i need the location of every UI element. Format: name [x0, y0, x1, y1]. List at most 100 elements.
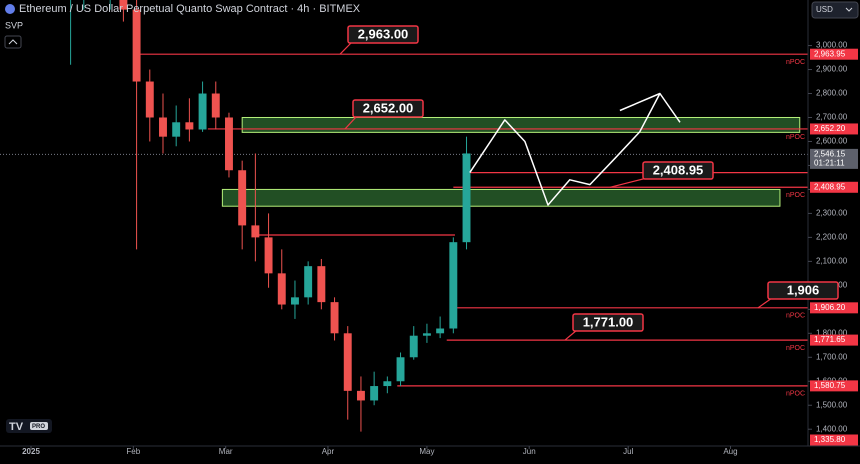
price-tag-bg: [810, 181, 858, 193]
candle-body: [330, 302, 339, 334]
supply-demand-zone: [241, 116, 801, 133]
npoc-label: nPOC: [786, 313, 805, 320]
candle-body: [198, 93, 207, 130]
price-tag: 1,335.80: [814, 435, 846, 444]
tv-logo: TV PRO: [6, 419, 52, 433]
callout-label: 1,771.00: [583, 314, 634, 329]
svg-text:TV: TV: [9, 421, 24, 433]
callout-box: [572, 313, 644, 332]
supply-demand-zone: [221, 188, 781, 207]
x-tick-label: Jul: [623, 447, 633, 456]
indicator-label[interactable]: SVP: [5, 20, 23, 30]
y-tick-label: 2,800.00: [816, 89, 848, 98]
candle-body: [449, 242, 458, 329]
x-tick-label: 2025: [22, 447, 40, 456]
candle-body: [238, 170, 247, 226]
projection-path: [469, 92, 681, 206]
candle-body: [409, 335, 418, 358]
npoc-label: nPOC: [786, 391, 805, 398]
price-tag: 1,906.20: [814, 303, 846, 312]
y-tick-label: 2,900.00: [816, 65, 848, 74]
candle-body: [145, 81, 154, 118]
x-tick-label: May: [419, 447, 434, 456]
svg-text:PRO: PRO: [32, 424, 45, 430]
y-tick-label: 1,700.00: [816, 352, 848, 361]
price-tag: 2,652.20: [814, 124, 846, 133]
price-tag-bg: [810, 123, 858, 135]
x-tick-label: Aug: [723, 447, 737, 456]
price-tag: 2,408.95: [814, 182, 846, 191]
price-tag: 1,771.65: [814, 335, 846, 344]
dropdown-arrow: [845, 7, 853, 12]
candle-body: [370, 386, 379, 401]
candle-body: [462, 153, 471, 243]
price-tag-bg: [810, 434, 858, 446]
candle-body: [172, 122, 181, 137]
candle-body: [356, 390, 365, 401]
projection-path: [619, 92, 661, 112]
candle-body: [436, 328, 445, 334]
x-tick-label: Feb: [126, 447, 140, 456]
candle-body: [251, 225, 260, 238]
price-tag-bg: [810, 302, 858, 314]
callout-label: 2,408.95: [653, 162, 704, 177]
current-price-tag: 2,546.15: [814, 149, 846, 158]
y-tick-label: 3,000.00: [816, 41, 848, 50]
candle-body: [185, 122, 194, 130]
candle-body: [396, 357, 405, 382]
candle-body: [422, 333, 431, 336]
npoc-label: nPOC: [786, 59, 805, 66]
npoc-label: nPOC: [786, 345, 805, 352]
y-tick-label: 2,700.00: [816, 113, 848, 122]
callout-label: 1,906: [787, 282, 820, 297]
currency-label: USD: [816, 5, 833, 14]
candle-body: [211, 93, 220, 118]
candle-body: [132, 9, 141, 82]
callout-pointer: [339, 41, 353, 55]
currency-dropdown[interactable]: [811, 1, 859, 19]
price-tag: 2,963.95: [814, 49, 846, 58]
callout-pointer: [609, 177, 648, 188]
x-tick-label: Mar: [219, 447, 233, 456]
npoc-label: nPOC: [786, 134, 805, 141]
current-price-tag-bg: [810, 148, 858, 169]
y-tick-label: 2,200.00: [816, 232, 848, 241]
price-tag: 1,580.75: [814, 381, 846, 390]
price-tag-bg: [810, 48, 858, 60]
y-tick-label: 1,400.00: [816, 424, 848, 433]
callout-box: [352, 99, 424, 118]
price-tag-bg: [810, 334, 858, 346]
candle-body: [317, 266, 326, 303]
symbol-icon: [5, 4, 15, 14]
callout-label: 2,963.00: [358, 26, 409, 41]
candle-body: [290, 297, 299, 305]
npoc-label: nPOC: [786, 192, 805, 199]
candle-body: [304, 266, 313, 298]
callout-box: [767, 281, 839, 300]
candle-body: [159, 117, 167, 137]
chart-title: Ethereum / US Dollar Perpetual Quanto Sw…: [19, 3, 361, 15]
y-tick-label: 2,300.00: [816, 209, 848, 218]
candle-body: [225, 117, 233, 171]
countdown-timer: 01:21:11: [814, 158, 845, 167]
y-tick-label: 1,800.00: [816, 328, 848, 337]
collapse-icon: [8, 39, 18, 45]
callout-label: 2,652.00: [363, 100, 414, 115]
y-tick-label: 2,600.00: [816, 137, 848, 146]
candle-body: [343, 333, 352, 391]
plot-area: [0, 0, 808, 432]
x-tick-label: Apr: [322, 447, 335, 456]
callout-pointer: [344, 115, 358, 130]
price-tag-bg: [810, 380, 858, 392]
y-tick-label: 2,100.00: [816, 256, 848, 265]
candle-body: [383, 381, 392, 387]
callout-box: [642, 161, 714, 180]
candle-body: [277, 273, 286, 305]
callout-box: [347, 25, 419, 44]
candle-body: [264, 237, 273, 274]
y-tick-label: 1,500.00: [816, 400, 848, 409]
candle-body: [119, 0, 128, 10]
collapse-button[interactable]: [4, 35, 22, 49]
